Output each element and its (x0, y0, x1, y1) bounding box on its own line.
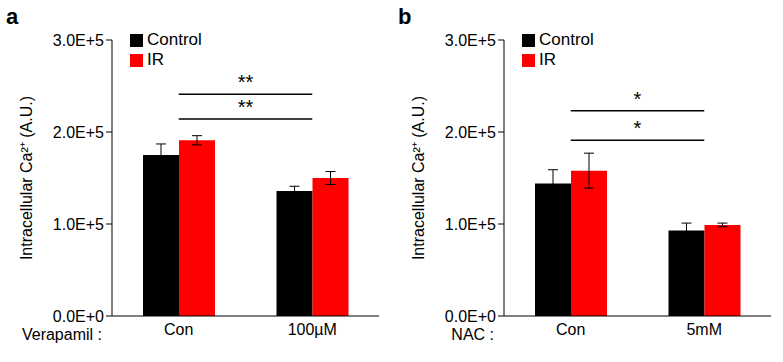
svg-text:Con: Con (164, 321, 193, 338)
html-text:IR: IR (539, 50, 556, 69)
html-text:a: a (6, 4, 19, 29)
svg-text:0.0E+0: 0.0E+0 (445, 308, 496, 325)
svg-text:5mM: 5mM (686, 321, 722, 338)
html-text:b: b (398, 4, 412, 29)
svg-text:Verapamil :: Verapamil : (22, 326, 102, 343)
svg-text:NAC :: NAC : (451, 326, 494, 343)
svg-text:**: ** (238, 71, 254, 93)
svg-text:1.0E+5: 1.0E+5 (53, 216, 104, 233)
svg-text:100µM: 100µM (288, 321, 337, 338)
html-text:Control: Control (539, 30, 594, 49)
html-text:IR: IR (147, 50, 164, 69)
html-text:Intracellular Ca²⁺ (A.U.): Intracellular Ca²⁺ (A.U.) (410, 95, 427, 261)
svg-text:2.0E+5: 2.0E+5 (445, 124, 496, 141)
svg-text:3.0E+5: 3.0E+5 (53, 32, 104, 49)
html-text:Control: Control (147, 30, 202, 49)
svg-text:Con: Con (556, 321, 585, 338)
svg-text:2.0E+5: 2.0E+5 (53, 124, 104, 141)
html-text:Intracellular Ca²⁺ (A.U.): Intracellular Ca²⁺ (A.U.) (18, 95, 35, 261)
svg-text:*: * (634, 117, 642, 139)
svg-text:1.0E+5: 1.0E+5 (445, 216, 496, 233)
svg-text:0.0E+0: 0.0E+0 (53, 308, 104, 325)
svg-text:3.0E+5: 3.0E+5 (445, 32, 496, 49)
svg-text:*: * (634, 88, 642, 110)
svg-text:**: ** (238, 96, 254, 118)
